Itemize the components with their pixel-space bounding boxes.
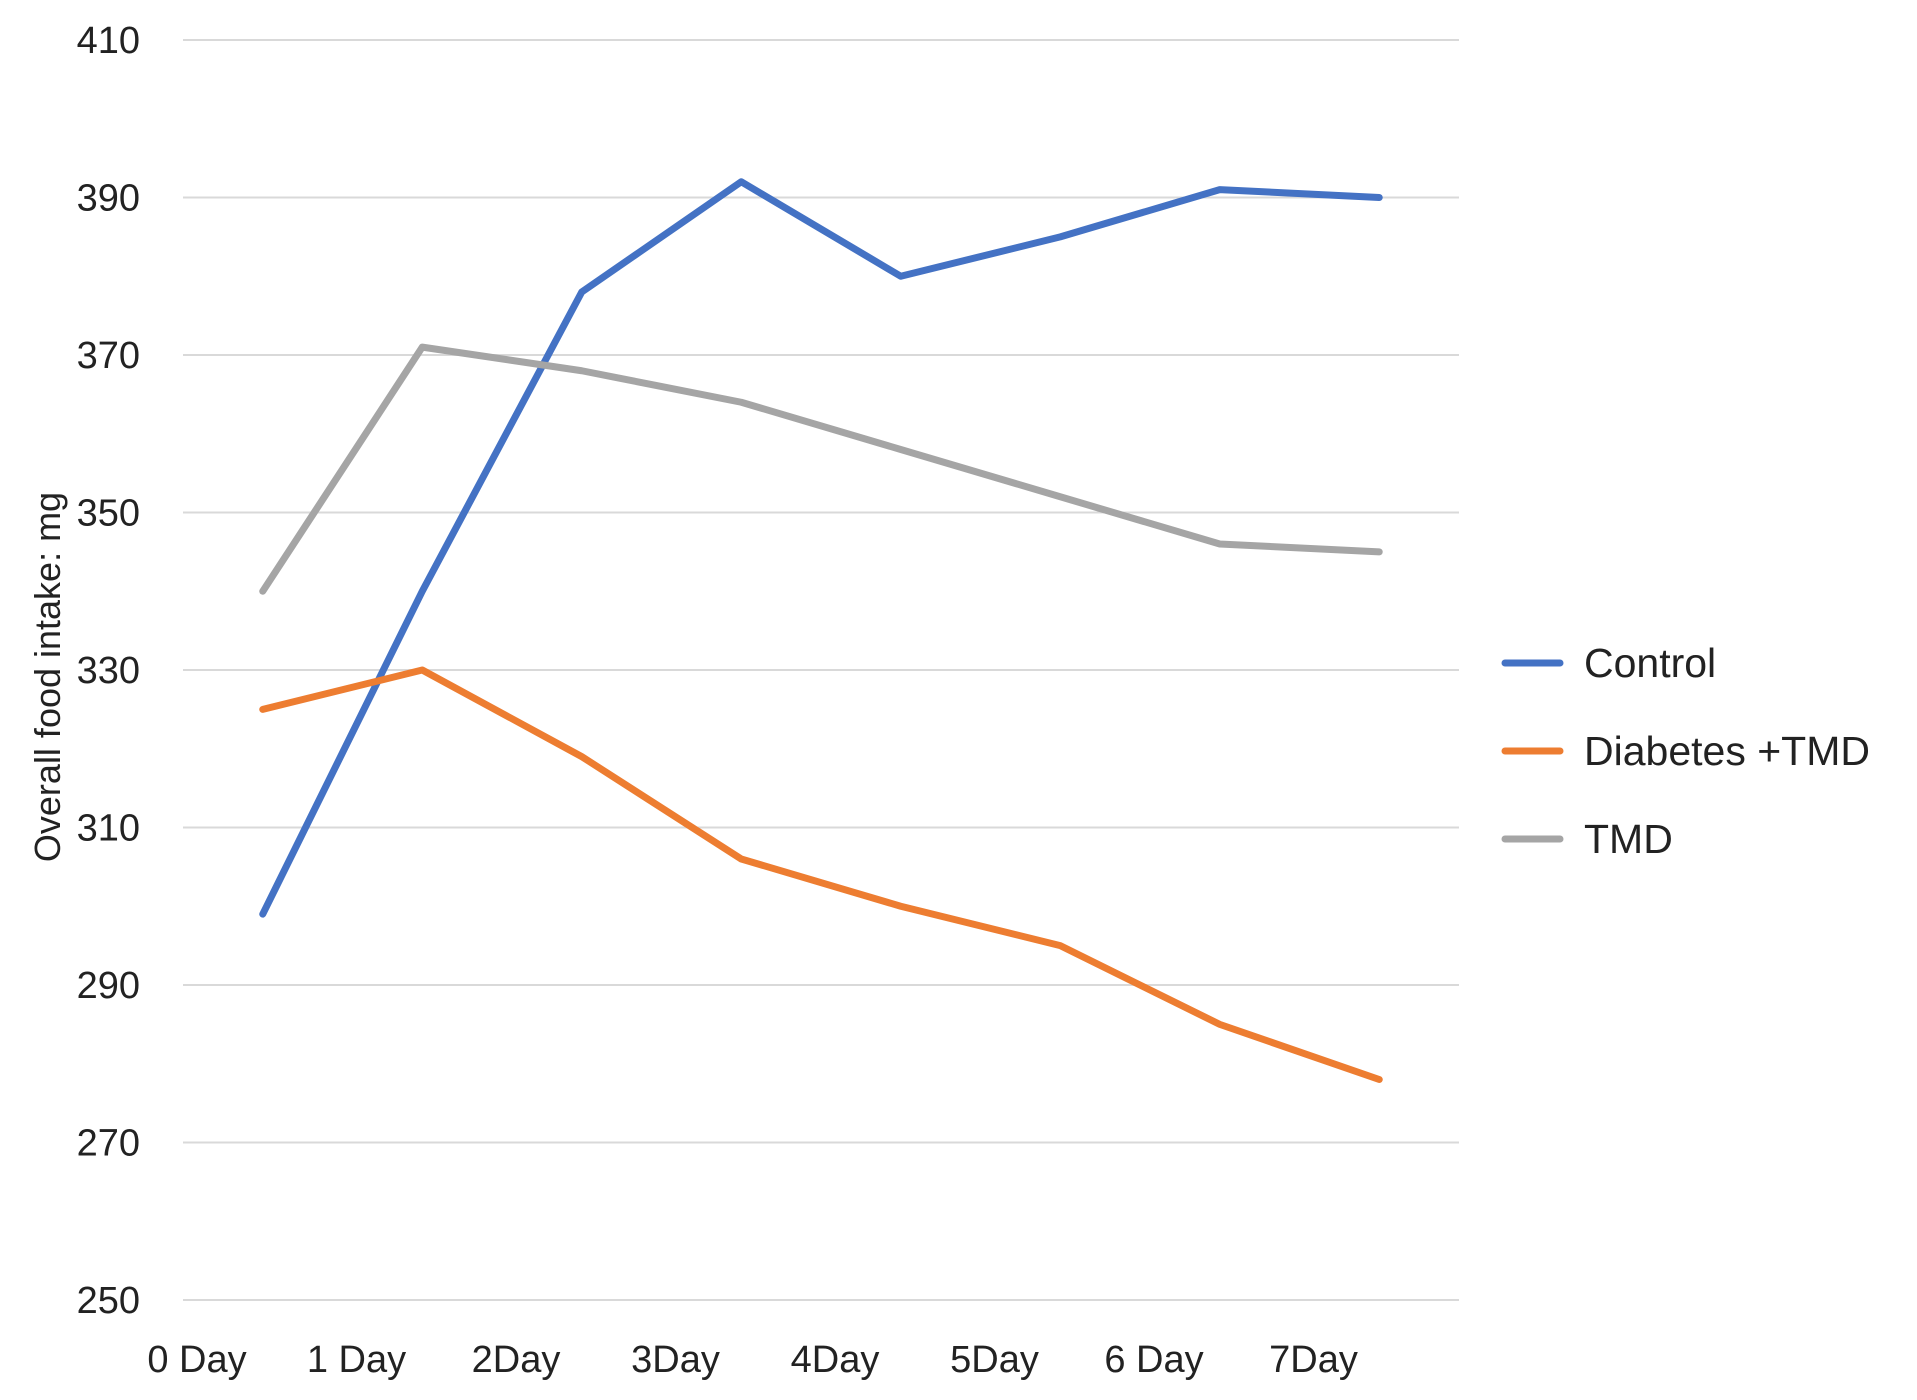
y-tick-label: 270 [77,1123,140,1165]
series-lines [259,178,1383,1083]
series-line [259,178,1383,918]
legend-item: Diabetes +TMD [1501,728,1870,774]
y-tick-label: 330 [77,650,140,692]
legend-item: Control [1501,640,1716,686]
x-tick-label: 7Day [1269,1339,1358,1381]
y-tick-label: 370 [77,335,140,377]
legend-label: Control [1584,640,1716,686]
y-tick-label: 350 [77,493,140,535]
series-line [259,666,1383,1083]
x-tick-label: 0 Day [147,1339,246,1381]
series-diabetes-tmd [259,666,1383,1083]
x-tick-label: 3Day [631,1339,720,1381]
legend: Control Diabetes +TMD TMD [1501,640,1870,862]
series-tmd [259,343,1383,595]
legend-label: Diabetes +TMD [1584,728,1870,774]
y-tick-label: 290 [77,965,140,1007]
x-tick-label: 2Day [472,1339,561,1381]
y-tick-label: 250 [77,1280,140,1322]
series-line [259,343,1383,595]
legend-label: TMD [1584,816,1673,862]
y-axis-ticks: 250 270 290 310 330 350 370 390 410 [77,20,140,1322]
y-tick-label: 410 [77,20,140,62]
y-tick-label: 390 [77,178,140,220]
x-axis-ticks: 0 Day 1 Day 2Day 3Day 4Day 5Day 6 Day 7Day [147,1339,1358,1381]
series-control [259,178,1383,918]
y-tick-label: 310 [77,808,140,850]
legend-item: TMD [1501,816,1673,862]
gridlines [183,39,1459,1301]
y-axis-title: Overall food intake: mg [27,492,68,862]
x-tick-label: 5Day [950,1339,1039,1381]
x-tick-label: 4Day [791,1339,880,1381]
x-tick-label: 1 Day [307,1339,406,1381]
x-tick-label: 6 Day [1104,1339,1203,1381]
